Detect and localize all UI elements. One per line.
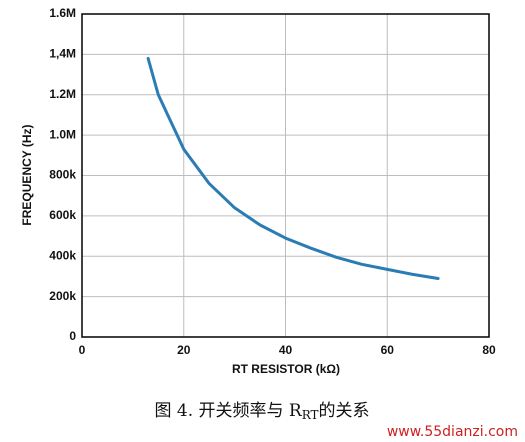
y-tick-label: 200k	[49, 289, 76, 303]
watermark: www.55dianzi.com	[387, 424, 518, 440]
y-tick-label: 0	[69, 329, 76, 343]
plot-frame	[81, 13, 490, 338]
caption-suffix: 的关系	[319, 401, 370, 421]
y-tick-label: 1.0M	[49, 127, 76, 141]
y-axis-label: FREQUENCY (Hz)	[20, 124, 34, 225]
x-tick-label: 40	[279, 343, 293, 357]
x-tick-label: 80	[482, 343, 496, 357]
y-tick-label: 1,4M	[49, 47, 76, 61]
x-tick-label: 20	[177, 343, 191, 357]
y-tick-label: 600k	[49, 208, 76, 222]
y-tick-label: 400k	[49, 248, 76, 262]
y-tick-label: 1.6M	[49, 6, 76, 20]
x-axis-label: RT RESISTOR (kΩ)	[232, 362, 340, 376]
caption-subscript: RT	[302, 408, 319, 422]
y-tick-label: 800k	[49, 168, 76, 182]
x-tick-label: 60	[381, 343, 395, 357]
caption-text: 图 4. 开关频率与 R	[154, 401, 302, 421]
caption: 图 4. 开关频率与 RRT的关系	[154, 401, 369, 422]
x-tick-label: 0	[79, 343, 86, 357]
data-line	[146, 56, 440, 280]
y-tick-label: 1.2M	[49, 87, 76, 101]
